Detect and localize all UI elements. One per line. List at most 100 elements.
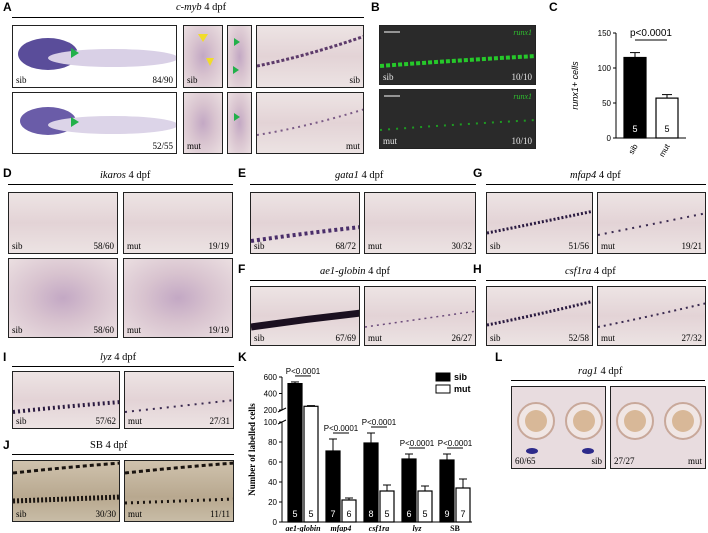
panel-f-title: ae1-globin 4 dpf: [320, 266, 390, 277]
k-pvalue: P<0.0001: [324, 424, 359, 433]
h-b-label: mut: [601, 333, 616, 343]
g-sib-tail: sib 51/56: [486, 192, 593, 254]
k-xtick-label: csf1ra: [369, 524, 389, 532]
a-sib-label: sib: [16, 75, 27, 85]
panel-a-rule: [12, 17, 364, 18]
h-sib-tail: sib 52/58: [486, 286, 593, 346]
e-b-count: 30/32: [451, 241, 472, 251]
d-a-count: 58/60: [93, 241, 114, 251]
panel-h-title: csf1ra 4 dpf: [565, 266, 616, 277]
g-b-count: 19/21: [681, 241, 702, 251]
b-mut-marker: runx1: [513, 92, 532, 101]
k-ytick-label: 20: [268, 498, 277, 507]
k-pvalue: P<0.0001: [400, 439, 435, 448]
i-a-label: sib: [16, 416, 27, 426]
d-b-label: mut: [127, 241, 142, 251]
k-legend-label: mut: [454, 384, 471, 394]
panel-e-title: gata1 4 dpf: [335, 170, 384, 181]
a-sib-tail: sib: [256, 25, 364, 88]
h-a-label: sib: [490, 333, 501, 343]
panel-d-rule: [8, 184, 233, 185]
k-pvalue: P<0.0001: [286, 367, 321, 376]
k-n-label: 5: [292, 509, 297, 519]
l-b-count: 27/27: [614, 456, 635, 466]
k-ytick-label: 200: [264, 406, 278, 415]
k-axis-break: [277, 407, 287, 413]
f-b-label: mut: [368, 333, 383, 343]
panel-i-title: lyz 4 dpf: [100, 352, 137, 363]
panel-l-title: rag1 4 dpf: [578, 366, 623, 377]
d-b-count: 19/19: [208, 241, 229, 251]
f-b-count: 26/27: [451, 333, 472, 343]
panel-label-h: H: [473, 262, 482, 276]
l-sib-head: 60/65 sib: [511, 386, 606, 469]
c-ytick-label: 0: [607, 134, 612, 143]
panel-label-g: G: [473, 166, 483, 180]
k-ylabel: Number of labelled cells: [247, 403, 257, 496]
k-legend-label: sib: [454, 372, 468, 382]
d-sib-head: sib 58/60: [8, 258, 118, 338]
a-mut-tail: mut: [256, 92, 364, 154]
h-b-count: 27/32: [681, 333, 702, 343]
panel-j-title: SB 4 dpf: [90, 440, 128, 451]
panel-d-title: ikaros 4 dpf: [100, 170, 151, 181]
l-a-count: 60/65: [515, 456, 536, 466]
c-n-label: 5: [664, 124, 669, 134]
c-ytick-label: 50: [602, 99, 611, 108]
panel-label-e: E: [238, 166, 247, 180]
panel-label-d: D: [3, 166, 12, 180]
b-mut-label: mut: [383, 136, 398, 146]
b-mut-count: 10/10: [511, 136, 532, 146]
e-sib-tail: sib 68/72: [250, 192, 360, 254]
k-axis-break: [277, 419, 287, 425]
k-xtick-label: mfap4: [331, 524, 352, 532]
c-ylabel: runx1+ cells: [570, 61, 580, 110]
i-sib-tail: sib 57/62: [12, 371, 120, 429]
c-xtick-label: mut: [657, 142, 672, 159]
b-sib-count: 10/10: [511, 72, 532, 82]
k-bar-sib-ae1-globin: [287, 383, 303, 523]
panel-g-title: mfap4 4 dpf: [570, 170, 621, 181]
f-a-label: sib: [254, 333, 265, 343]
f-sib-tail: sib 67/69: [250, 286, 360, 346]
h-mut-tail: mut 27/32: [597, 286, 706, 346]
i-mut-tail: mut 27/31: [124, 371, 234, 429]
c-ytick-label: 150: [598, 29, 612, 38]
j-sib-tail: sib 30/30: [12, 460, 120, 522]
k-xtick-label: lyz: [413, 524, 423, 532]
k-n-label: 5: [422, 509, 427, 519]
d-mut-tail: mut 19/19: [123, 192, 233, 254]
a-mut-zoom-label: mut: [187, 141, 202, 151]
a-sib-tail-label: sib: [349, 75, 360, 85]
k-ytick-label: 0: [273, 518, 278, 527]
k-legend-swatch-sib: [435, 372, 451, 382]
k-ytick-label: 60: [268, 458, 277, 467]
h-a-count: 52/58: [568, 333, 589, 343]
i-a-count: 57/62: [95, 416, 116, 426]
k-xtick-label: SB: [450, 524, 460, 532]
a-mut-tail-label: mut: [345, 141, 360, 151]
panel-label-l: L: [495, 350, 503, 364]
panel-e-rule: [250, 184, 476, 185]
panel-i-rule: [12, 366, 234, 367]
d-c-count: 58/60: [93, 325, 114, 335]
a-mut-count: 52/55: [152, 141, 173, 151]
panel-h-rule: [486, 280, 706, 281]
k-pvalue: P<0.0001: [438, 439, 473, 448]
panel-label-f: F: [238, 262, 246, 276]
g-a-count: 51/56: [568, 241, 589, 251]
f-a-count: 67/69: [335, 333, 356, 343]
k-bar-mut-ae1-globin: [303, 405, 319, 523]
panel-label-j: J: [3, 438, 10, 452]
k-n-label: 6: [406, 509, 411, 519]
k-ytick-label: 100: [264, 418, 278, 427]
j-b-count: 11/11: [210, 509, 230, 519]
g-a-label: sib: [490, 241, 501, 251]
a-sib-count: 84/90: [152, 75, 173, 85]
panel-label-b: B: [371, 0, 380, 14]
k-ytick-label: 80: [268, 438, 277, 447]
b-sib-marker: runx1: [513, 28, 532, 37]
e-b-label: mut: [368, 241, 383, 251]
e-a-label: sib: [254, 241, 265, 251]
a-sib-whole-larva: sib 84/90: [12, 25, 177, 88]
